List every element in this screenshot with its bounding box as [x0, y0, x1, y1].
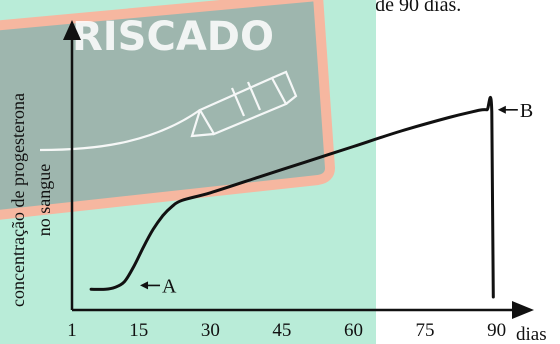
y-axis-label-line-2: no sangue	[34, 164, 54, 236]
x-tick-label: 90	[487, 320, 506, 341]
x-tick-label: 15	[129, 320, 148, 341]
x-tick-label: 30	[201, 320, 220, 341]
x-tick-label: 45	[272, 320, 291, 341]
annotation-a: A	[140, 275, 177, 297]
progesterone-curve	[89, 95, 495, 299]
point-annotations: AB	[140, 100, 533, 297]
annotation-label: A	[162, 275, 177, 297]
y-axis-arrowhead-icon	[63, 20, 81, 40]
background-watermark-text: RISCADO	[72, 14, 274, 60]
x-axis-arrowhead-icon	[512, 301, 534, 319]
x-axis-label: dias	[516, 324, 547, 344]
annotation-arrowhead-icon	[140, 281, 149, 290]
annotation-arrowhead-icon	[497, 105, 506, 114]
x-tick-label: 1	[67, 320, 77, 341]
pencil-doodle-icon	[39, 70, 298, 152]
y-axis-label-line-1: concentração de progesterona	[8, 93, 28, 307]
x-tick-label: 75	[416, 320, 435, 341]
axes	[63, 20, 534, 319]
x-tick-labels: 1 15 30 45 60 75 90	[67, 320, 506, 341]
annotation-b: B	[497, 100, 533, 122]
background-layer: RISCADO	[0, 0, 376, 344]
chalkboard-shape	[0, 0, 336, 220]
annotation-label: B	[520, 100, 533, 122]
x-tick-label: 60	[344, 320, 363, 341]
y-axis-label: concentração de progesterona no sangue	[8, 93, 54, 307]
